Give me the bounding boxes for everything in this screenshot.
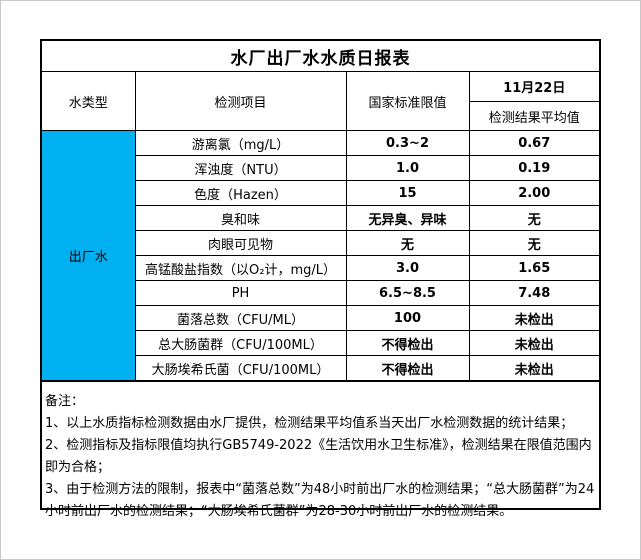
header-result-avg: 检测结果平均值 — [468, 101, 600, 131]
test-item-cell: 大肠埃希氏菌（CFU/100ML） — [134, 355, 347, 381]
result-cell: 无 — [468, 230, 600, 256]
table-row: 高锰酸盐指数（以O₂计，mg/L） 3.0 1.65 — [42, 255, 600, 281]
test-item-cell: 肉眼可见物 — [134, 230, 347, 256]
test-item-cell: 总大肠菌群（CFU/100ML） — [134, 330, 347, 356]
header-test-item: 检测项目 — [134, 71, 347, 131]
test-item-cell: 高锰酸盐指数（以O₂计，mg/L） — [134, 255, 347, 281]
notes-section: 备注： 1、以上水质指标检测数据由水厂提供，检测结果平均值系当天出厂水检测数据的… — [42, 382, 599, 523]
test-item-cell: 臭和味 — [134, 205, 347, 231]
test-item-cell: 浑浊度（NTU） — [134, 155, 347, 181]
limit-cell: 6.5~8.5 — [345, 280, 470, 306]
result-cell: 未检出 — [468, 305, 600, 331]
test-item-cell: PH — [134, 280, 347, 306]
limit-cell: 100 — [345, 305, 470, 331]
note-item: 1、以上水质指标检测数据由水厂提供，检测结果平均值系当天出厂水检测数据的统计结果… — [45, 416, 574, 431]
page-title: 水厂出厂水水质日报表 — [41, 40, 600, 72]
limit-cell: 不得检出 — [345, 355, 470, 381]
table-row: 出厂水 游离氯（mg/L） 0.3~2 0.67 — [41, 130, 600, 381]
header-date: 11月22日 — [468, 71, 600, 102]
title-row: 水厂出厂水水质日报表 — [41, 40, 600, 72]
water-quality-table: 水厂出厂水水质日报表 水类型 检测项目 国家标准限值 11月22日 检测结果平均… — [41, 40, 600, 381]
table-row: 大肠埃希氏菌（CFU/100ML） 不得检出 未检出 — [42, 355, 600, 381]
table-row: 色度（Hazen） 15 2.00 — [42, 180, 600, 206]
table-row: 臭和味 无异臭、异味 无 — [42, 205, 600, 231]
result-cell: 2.00 — [468, 180, 600, 206]
test-item-cell: 游离氯（mg/L） — [134, 130, 347, 156]
result-cell: 未检出 — [468, 355, 600, 381]
notes-heading: 备注： — [45, 394, 85, 409]
limit-cell: 15 — [345, 180, 470, 206]
result-cell: 0.19 — [468, 155, 600, 181]
limit-cell: 无异臭、异味 — [345, 205, 470, 231]
test-item-cell: 色度（Hazen） — [134, 180, 347, 206]
header-row: 水类型 检测项目 国家标准限值 11月22日 — [41, 71, 600, 131]
table-row: 菌落总数（CFU/ML） 100 未检出 — [42, 305, 600, 331]
water-quality-table-wrap: 水厂出厂水水质日报表 水类型 检测项目 国家标准限值 11月22日 检测结果平均… — [41, 40, 600, 382]
header-water-type: 水类型 — [41, 71, 136, 131]
result-cell: 未检出 — [468, 330, 600, 356]
limit-cell: 1.0 — [345, 155, 470, 181]
water-type-merged-cell: 出厂水 — [41, 130, 136, 381]
note-item: 3、由于检测方法的限制，报表中“菌落总数”为48小时前出厂水的检测结果；“总大肠… — [45, 482, 595, 519]
report-container: 水厂出厂水水质日报表 水类型 检测项目 国家标准限值 11月22日 检测结果平均… — [40, 39, 601, 519]
table-row: 肉眼可见物 无 无 — [42, 230, 600, 256]
limit-cell: 3.0 — [345, 255, 470, 281]
table-row: PH 6.5~8.5 7.48 — [42, 280, 600, 306]
test-item-cell: 菌落总数（CFU/ML） — [134, 305, 347, 331]
limit-cell: 无 — [345, 230, 470, 256]
note-item: 2、检测指标及指标限值均执行GB5749-2022《生活饮用水卫生标准》，检测结… — [45, 438, 592, 475]
table-row: 浑浊度（NTU） 1.0 0.19 — [42, 155, 600, 181]
result-cell: 7.48 — [468, 280, 600, 306]
table-row: 总大肠菌群（CFU/100ML） 不得检出 未检出 — [42, 330, 600, 356]
limit-cell: 不得检出 — [345, 330, 470, 356]
result-cell: 0.67 — [468, 130, 600, 156]
result-cell: 1.65 — [468, 255, 600, 281]
header-subrow: 检测结果平均值 — [42, 101, 600, 131]
header-national-limit: 国家标准限值 — [345, 71, 470, 131]
result-cell: 无 — [468, 205, 600, 231]
limit-cell: 0.3~2 — [345, 130, 470, 156]
